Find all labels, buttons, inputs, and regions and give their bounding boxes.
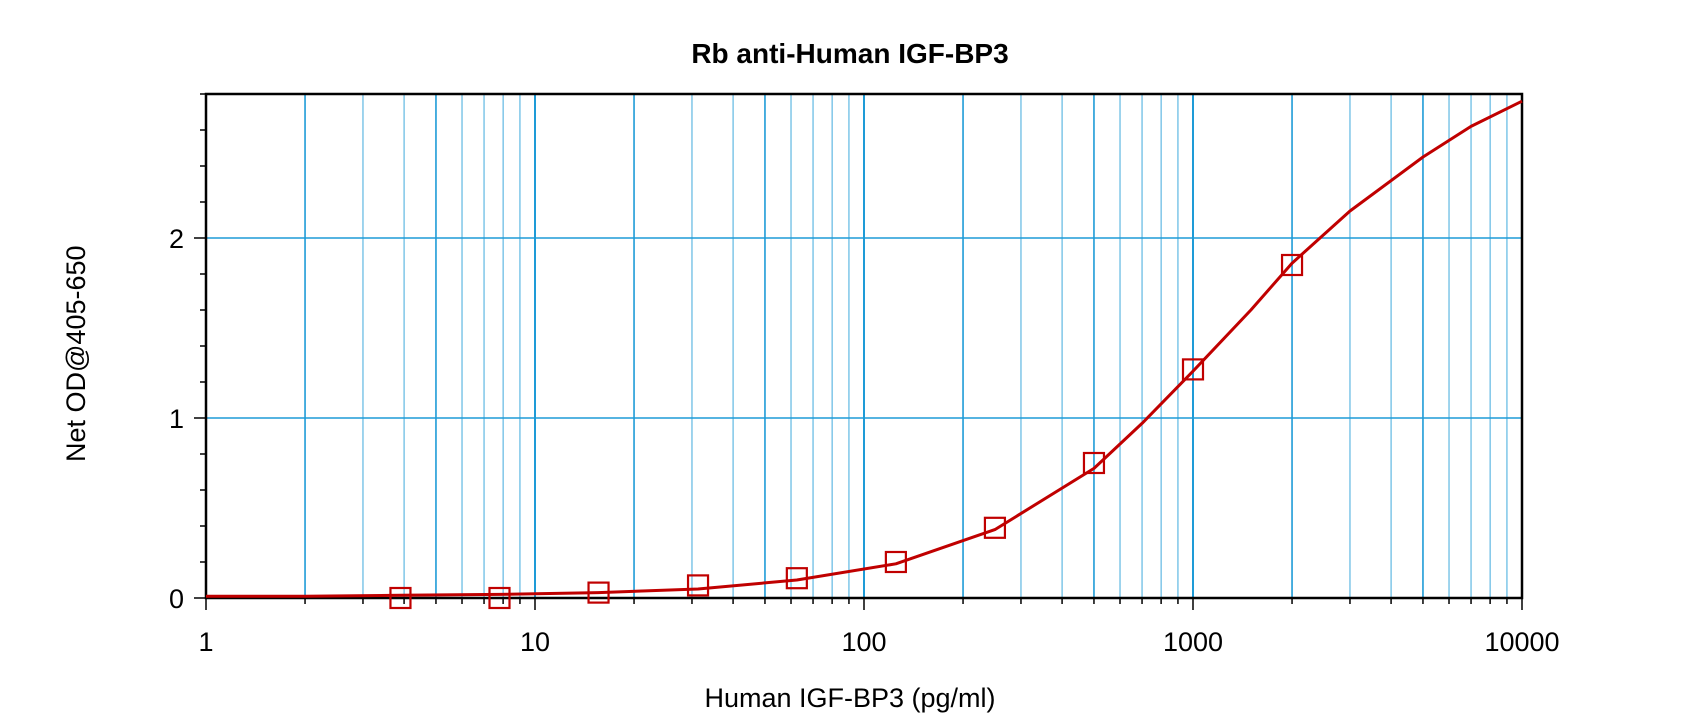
y-tick-label: 0 [169, 584, 184, 614]
x-tick-label: 100 [841, 627, 886, 657]
data-point [1280, 253, 1304, 277]
data-point [389, 586, 412, 610]
x-tick-label: 10000 [1484, 627, 1559, 657]
fit-curve [206, 99, 1523, 598]
x-tick-label: 10 [520, 627, 550, 657]
data-point [488, 586, 511, 610]
x-tick-label: 1 [198, 627, 213, 657]
data-point [1181, 358, 1205, 381]
data-point [983, 516, 1007, 539]
data-point [587, 581, 610, 604]
axes [194, 92, 1524, 610]
y-tick-label: 1 [169, 404, 184, 434]
x-axis-label: Human IGF-BP3 (pg/ml) [704, 683, 996, 713]
fit-curve-layer [206, 99, 1523, 598]
x-tick-label: 1000 [1163, 627, 1223, 657]
data-point [686, 574, 710, 597]
y-tick-label: 2 [169, 224, 184, 254]
y-tick-labels: 0 1 2 [169, 224, 184, 614]
y-axis-label: Net OD@405-650 [61, 245, 91, 462]
data-point [1082, 451, 1106, 475]
x-tick-labels: 1 10 100 1000 10000 [198, 627, 1559, 657]
chart-title: Rb anti-Human IGF-BP3 [691, 38, 1009, 69]
data-points [389, 253, 1304, 610]
grid-lines [206, 94, 1522, 598]
data-point [884, 550, 907, 574]
data-point [785, 567, 808, 590]
